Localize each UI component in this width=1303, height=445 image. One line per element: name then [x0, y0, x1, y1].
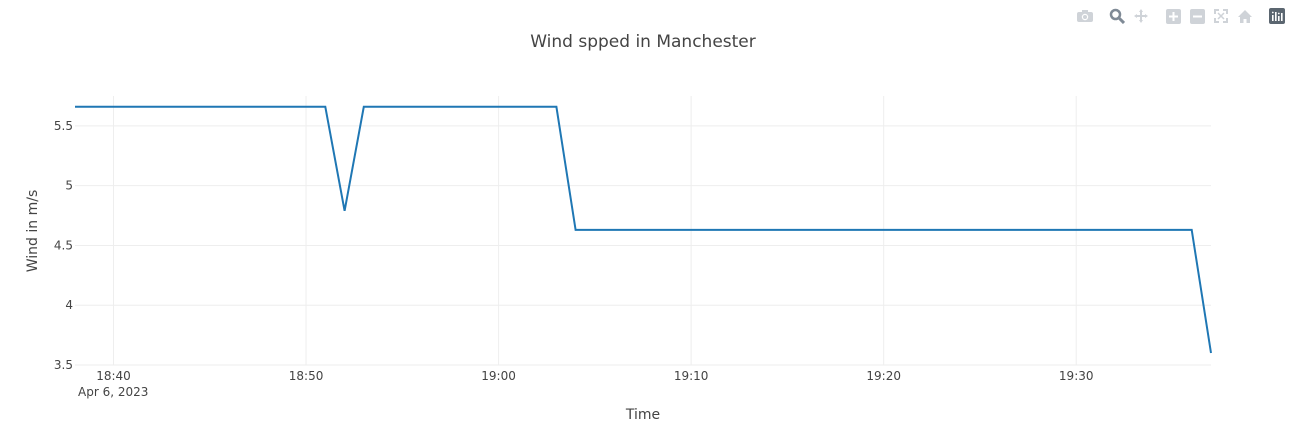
y-tick-label: 4.5: [54, 238, 73, 252]
x-tick-label: 19:20: [866, 369, 901, 383]
pan-icon[interactable]: [1129, 6, 1153, 26]
zoom-icon[interactable]: [1105, 6, 1129, 26]
tick-labels: 18:40 18:50 19:00 19:10 19:20 19:30 3.5 4 4.5 5 5.…: [54, 119, 1094, 383]
autoscale-icon[interactable]: [1209, 6, 1233, 26]
series-layer: [75, 105, 1212, 354]
wind-speed-line[interactable]: [75, 105, 1212, 354]
zoom-out-icon[interactable]: [1185, 6, 1209, 26]
chart-title: Wind spped in Manchester: [530, 32, 756, 52]
modebar: [1073, 6, 1289, 26]
plotly-logo-icon[interactable]: [1265, 6, 1289, 26]
y-tick-label: 5.5: [54, 119, 73, 133]
x-axis-title: Time: [625, 407, 660, 423]
home-icon[interactable]: [1233, 6, 1257, 26]
y-tick-label: 5: [65, 179, 73, 193]
camera-icon[interactable]: [1073, 6, 1097, 26]
x-tick-label: 18:50: [289, 369, 324, 383]
x-tick-label: 19:10: [674, 369, 709, 383]
x-tick-label: 18:40: [96, 369, 131, 383]
y-axis-title: Wind in m/s: [25, 190, 41, 273]
y-tick-label: 4: [65, 298, 73, 312]
grid: [75, 96, 1211, 366]
x-tick-label: 19:30: [1059, 369, 1094, 383]
y-tick-label: 3.5: [54, 358, 73, 372]
x-date-label: Apr 6, 2023: [78, 385, 148, 399]
zoom-in-icon[interactable]: [1161, 6, 1185, 26]
x-tick-label: 19:00: [481, 369, 516, 383]
